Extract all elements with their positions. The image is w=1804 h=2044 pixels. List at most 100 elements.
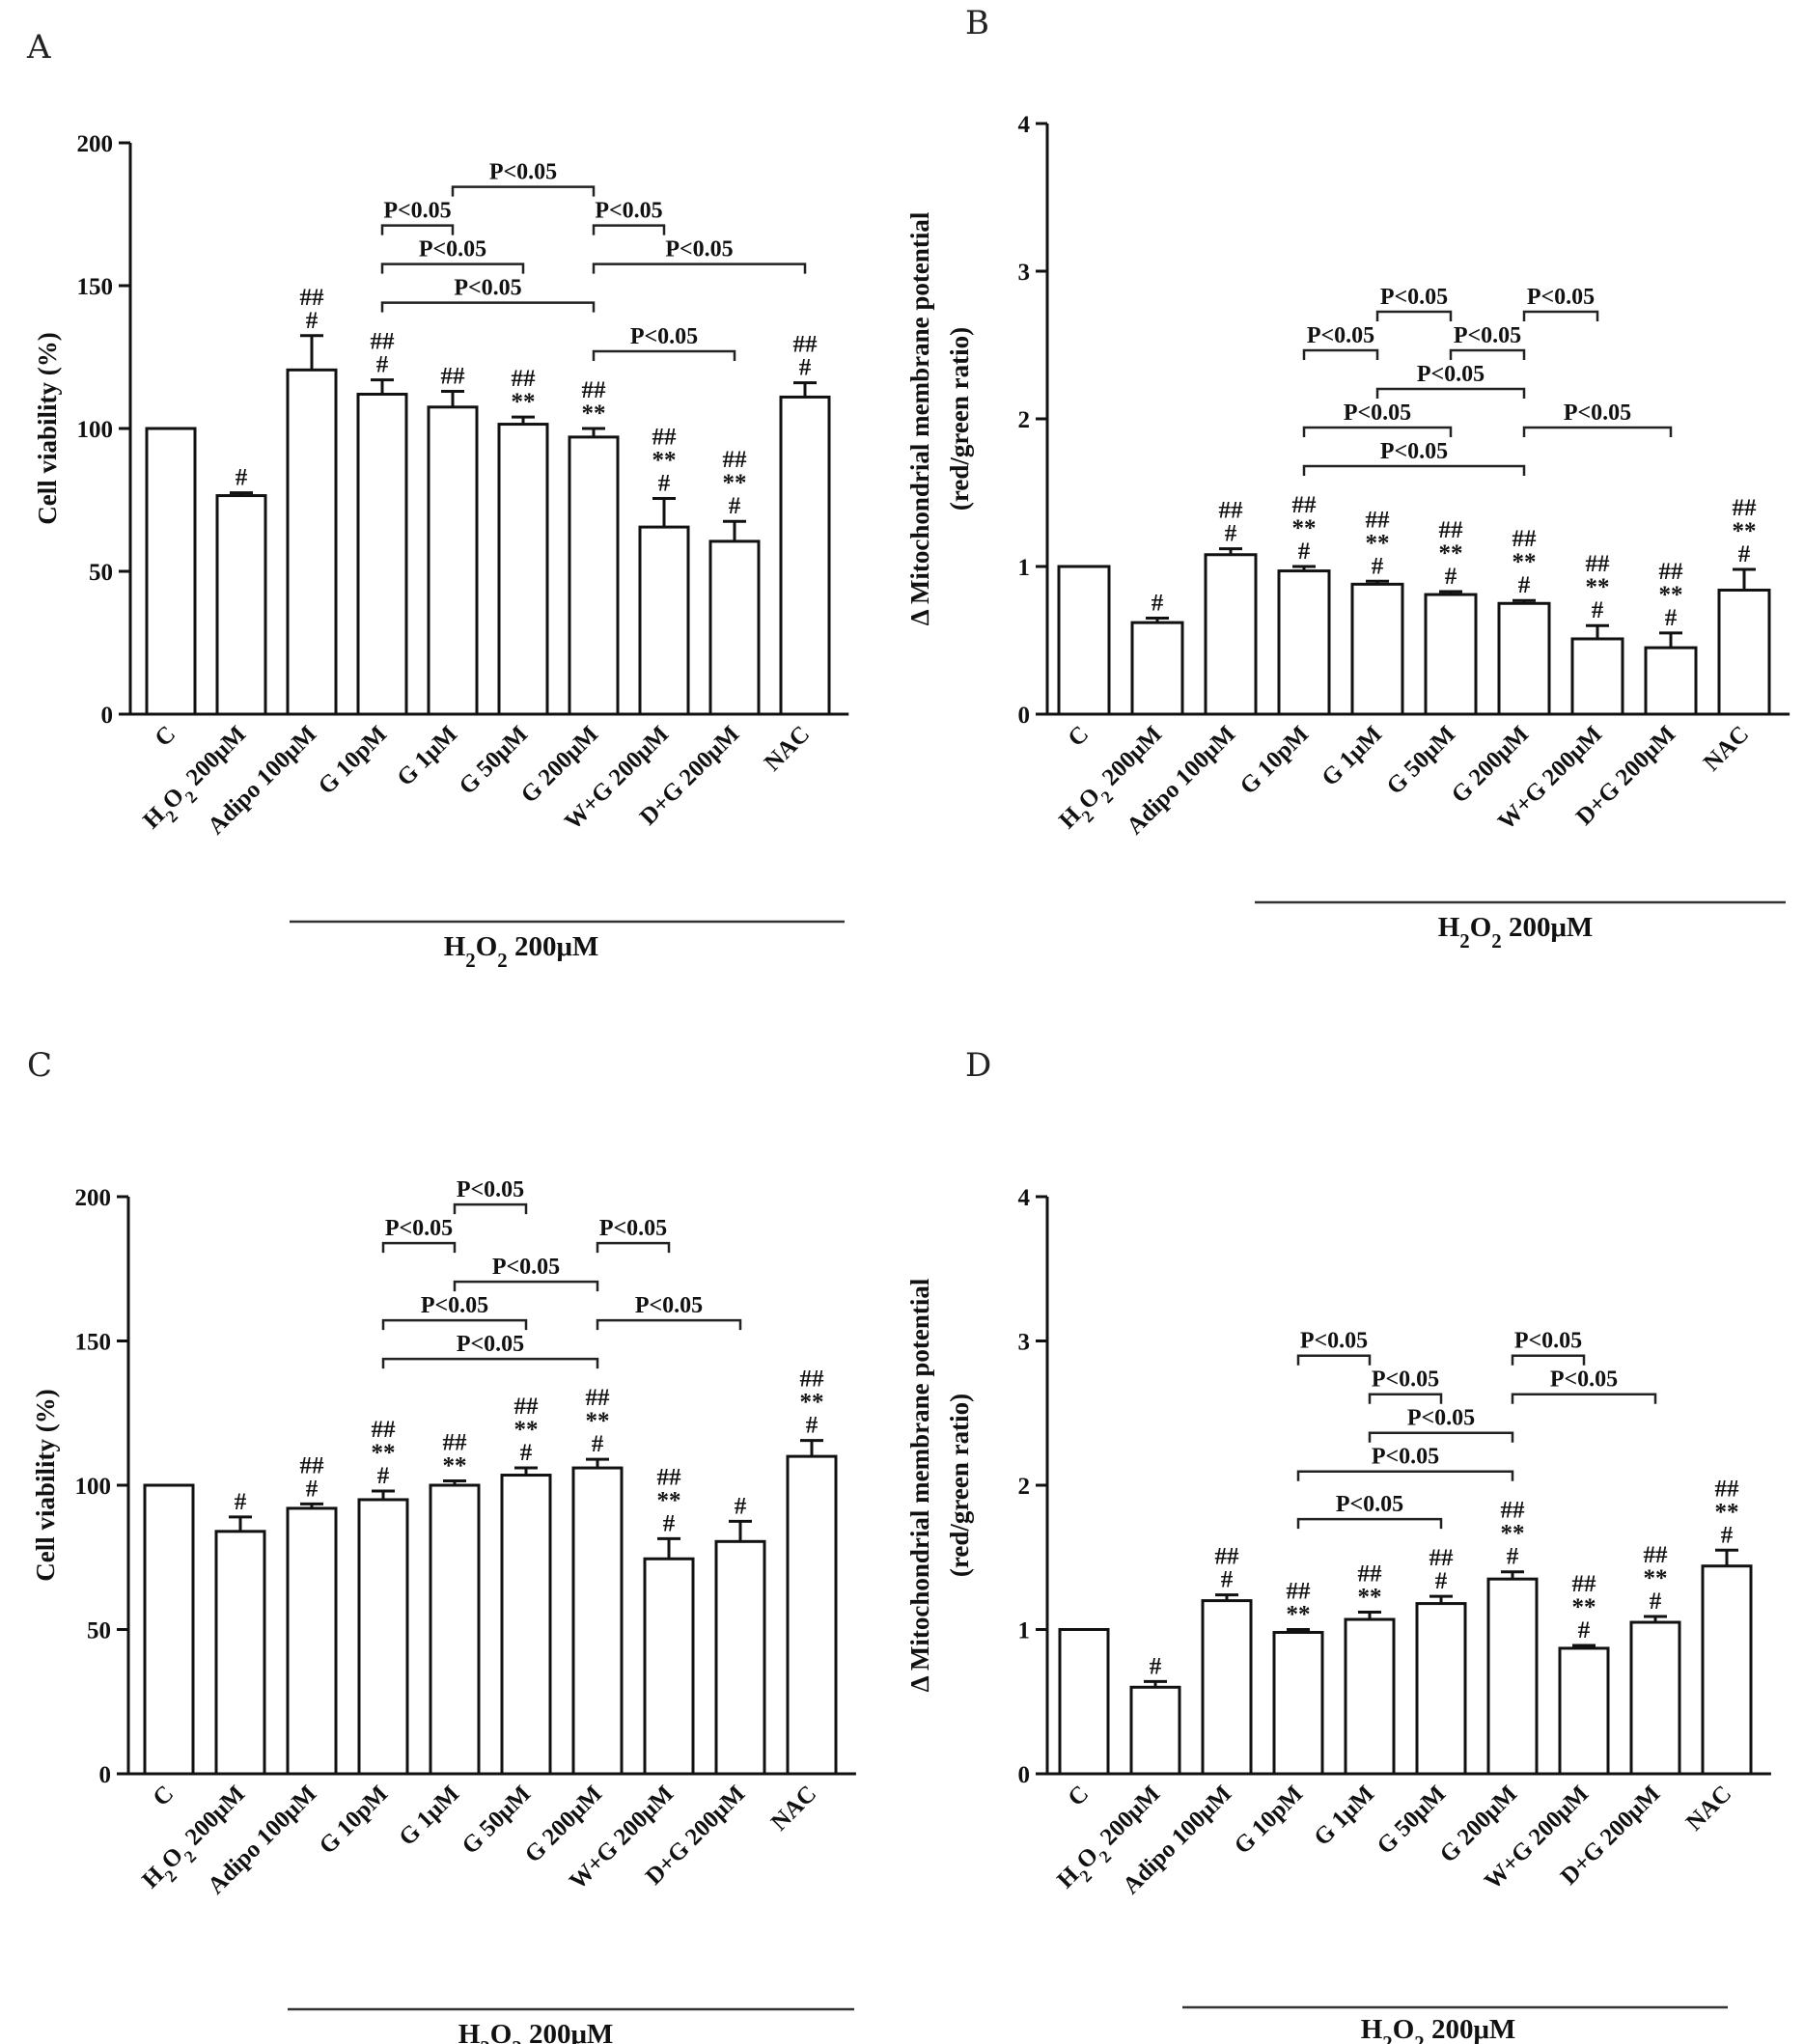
y-axis-title: Δ Mitochondrial membrane potential	[905, 211, 934, 625]
bar	[357, 1498, 409, 1776]
category-label: C	[150, 721, 180, 752]
significance-mark: #	[1507, 1544, 1519, 1570]
panel-letter: C	[27, 1046, 52, 1085]
comparison-bracket	[1375, 310, 1453, 321]
significance-mark: #	[1298, 539, 1311, 565]
comparison-label: P<0.05	[1550, 1367, 1618, 1393]
comparison-label: P<0.05	[1407, 1406, 1475, 1431]
category-label: G 1μM	[1309, 1781, 1379, 1851]
bar	[497, 423, 549, 716]
significance-mark: #	[1650, 1588, 1662, 1615]
bar	[1201, 1599, 1253, 1776]
y-tick-label: 0	[99, 1762, 112, 1788]
y-tick-label: 3	[1018, 260, 1031, 286]
significance-mark: #	[306, 308, 319, 334]
bar	[214, 1530, 266, 1776]
category-label: G 10pM	[1230, 1781, 1308, 1859]
significance-mark: #	[592, 1431, 604, 1457]
significance-mark: #	[1665, 605, 1678, 631]
comparison-label: P<0.05	[630, 324, 698, 349]
comparison-label: P<0.05	[419, 237, 486, 262]
comparison-bracket	[1449, 348, 1526, 360]
comparison-label: P<0.05	[383, 199, 451, 224]
comparison-label: P<0.05	[1307, 323, 1374, 348]
bar	[1272, 1630, 1324, 1776]
bar	[1644, 646, 1698, 716]
y-tick-label: 50	[89, 560, 113, 586]
comparison-bracket	[1522, 310, 1599, 321]
comparison-bracket	[381, 1241, 457, 1254]
comparison-label: P<0.05	[385, 1216, 453, 1241]
comparison-label: P<0.05	[489, 160, 557, 185]
y-tick-label: 150	[75, 1330, 112, 1356]
significance-mark: #	[729, 493, 741, 519]
comparison-bracket	[453, 1280, 599, 1292]
comparison-label: P<0.05	[1344, 401, 1411, 426]
comparison-bracket	[1522, 426, 1673, 437]
comparison-label: P<0.05	[1514, 1329, 1582, 1354]
significance-mark: #	[520, 1440, 533, 1466]
significance-mark: ##	[1439, 517, 1464, 543]
group-label: H2O2 200μM	[458, 2019, 614, 2044]
y-tick-label: 200	[75, 1185, 112, 1211]
comparison-label: P<0.05	[421, 1293, 488, 1318]
comparison-label: P<0.05	[635, 1293, 703, 1318]
comparison-label: P<0.05	[1336, 1492, 1403, 1517]
significance-mark: #	[663, 1510, 676, 1536]
y-tick-label: 100	[75, 1474, 112, 1500]
significance-mark: #	[1738, 541, 1751, 567]
significance-mark: **	[1513, 549, 1537, 575]
bar	[1424, 593, 1478, 716]
bar	[1277, 569, 1331, 716]
significance-mark: #	[235, 1489, 247, 1515]
comparison-label: P<0.05	[457, 1177, 524, 1202]
significance-mark: #	[799, 355, 812, 381]
bar	[779, 395, 831, 716]
significance-mark: **	[1358, 1585, 1382, 1611]
comparison-label: P<0.05	[457, 1332, 524, 1357]
significance-mark: #	[1578, 1617, 1591, 1643]
y-tick-label: 3	[1018, 1330, 1031, 1356]
bar	[427, 405, 479, 716]
y-tick-label: 100	[77, 417, 114, 443]
significance-mark: **	[1292, 515, 1317, 541]
chart-panel-b: B 0 1 2 3 4 Δ Mitochondrial membrane potential…	[905, 4, 1790, 953]
y-tick-label: 150	[77, 274, 114, 300]
category-label: C	[1063, 1781, 1094, 1811]
significance-mark: #	[376, 352, 389, 378]
y-tick-label: 2	[1018, 407, 1031, 433]
comparison-label: P<0.05	[454, 276, 521, 301]
comparison-bracket	[451, 185, 596, 197]
comparison-bracket	[1302, 464, 1526, 476]
significance-mark: **	[512, 389, 536, 415]
category-label: NAC	[1699, 721, 1754, 776]
significance-mark: **	[1659, 582, 1683, 608]
significance-mark: ##	[371, 329, 396, 355]
comparison-bracket	[453, 1202, 528, 1215]
significance-mark: ##	[300, 285, 325, 311]
significance-mark: ##	[723, 447, 748, 473]
significance-mark: ##	[1219, 498, 1244, 524]
category-label: NAC	[766, 1781, 821, 1836]
significance-mark: ##	[1715, 1476, 1740, 1502]
significance-mark: **	[1439, 540, 1463, 566]
bar	[568, 435, 620, 716]
significance-mark: ##	[512, 366, 537, 392]
significance-mark: ##	[1659, 559, 1684, 585]
comparison-label: P<0.05	[1564, 401, 1631, 426]
significance-mark: #	[306, 1476, 319, 1502]
significance-mark: **	[1715, 1499, 1739, 1525]
chart-panel-d: D 0 1 2 3 4 Δ Mitochondrial membrane potential…	[905, 1046, 1771, 2044]
y-tick-label: 200	[77, 131, 114, 157]
significance-mark: #	[1150, 1653, 1162, 1679]
bar	[215, 494, 267, 716]
comparison-label: P<0.05	[1380, 285, 1448, 310]
bar	[1486, 1577, 1539, 1776]
significance-mark: #	[236, 465, 248, 491]
comparison-label: P<0.05	[1300, 1329, 1368, 1354]
y-axis-subtitle: (red/green ratio)	[945, 327, 974, 511]
significance-mark: ##	[1292, 492, 1318, 518]
comparison-label: P<0.05	[1417, 362, 1485, 387]
comparison-bracket	[596, 1241, 671, 1254]
